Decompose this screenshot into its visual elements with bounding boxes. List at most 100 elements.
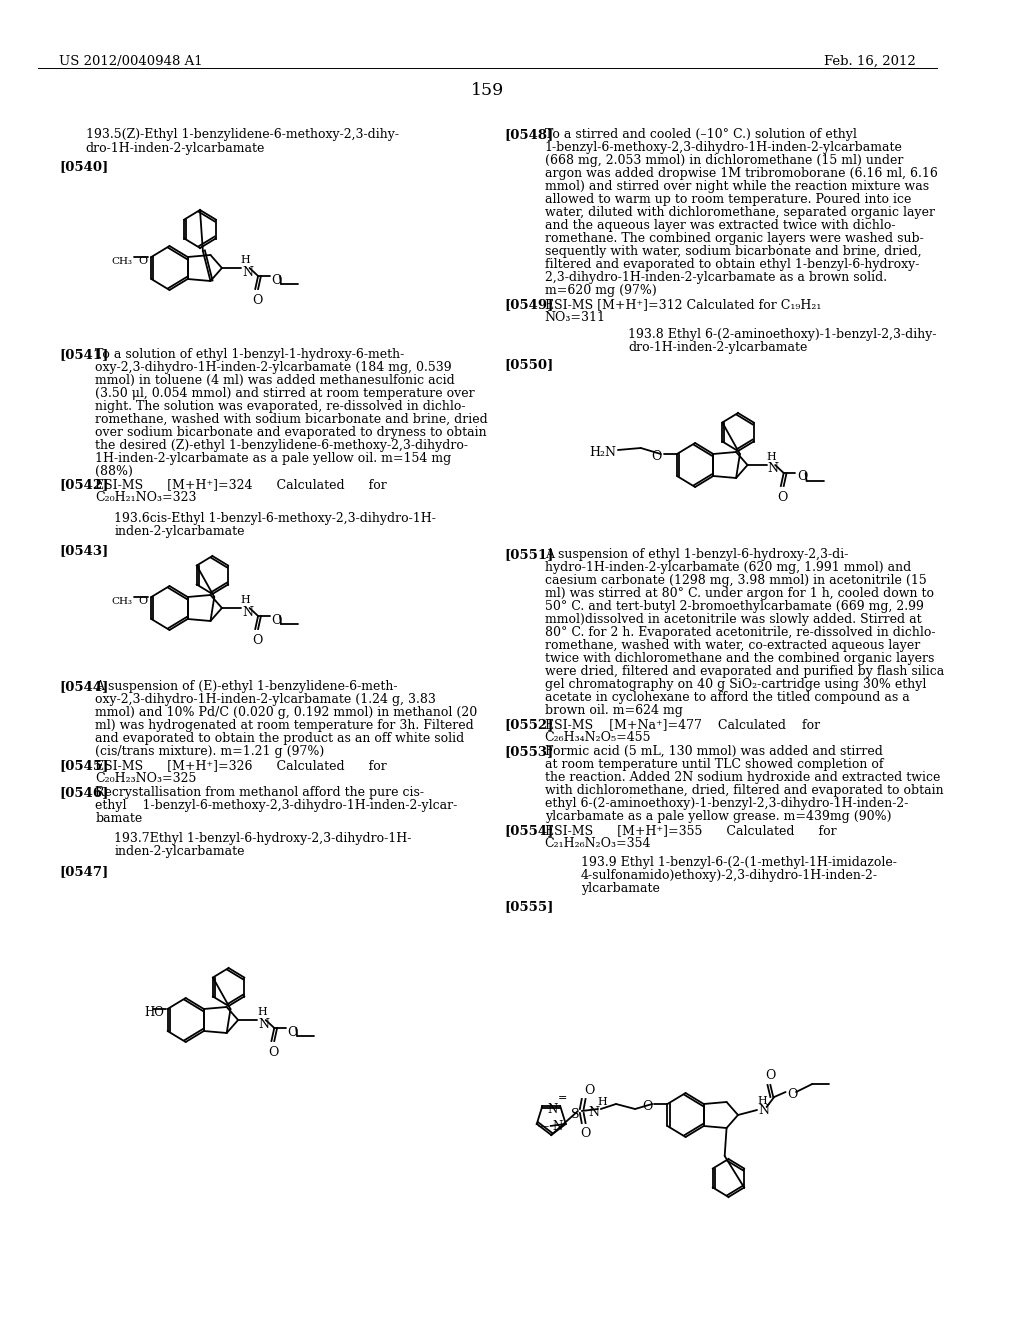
Text: 193.7Ethyl 1-benzyl-6-hydroxy-2,3-dihydro-1H-: 193.7Ethyl 1-benzyl-6-hydroxy-2,3-dihydr… — [115, 832, 412, 845]
Text: over sodium bicarbonate and evaporated to dryness to obtain: over sodium bicarbonate and evaporated t… — [95, 426, 486, 440]
Text: argon was added dropwise 1M tribromoborane (6.16 ml, 6.16: argon was added dropwise 1M tribromobora… — [545, 168, 938, 180]
Text: A suspension of (E)-ethyl 1-benzylidene-6-meth-: A suspension of (E)-ethyl 1-benzylidene-… — [95, 680, 397, 693]
Text: 2,3-dihydro-1H-inden-2-ylcarbamate as a brown solid.: 2,3-dihydro-1H-inden-2-ylcarbamate as a … — [545, 271, 887, 284]
Text: 159: 159 — [471, 82, 504, 99]
Text: [0548]: [0548] — [505, 128, 554, 141]
Text: Formic acid (5 mL, 130 mmol) was added and stirred: Formic acid (5 mL, 130 mmol) was added a… — [545, 744, 883, 758]
Text: mmol) and stirred over night while the reaction mixture was: mmol) and stirred over night while the r… — [545, 180, 929, 193]
Text: H: H — [257, 1007, 267, 1016]
Text: gel chromatography on 40 g SiO₂-cartridge using 30% ethyl: gel chromatography on 40 g SiO₂-cartridg… — [545, 678, 926, 690]
Text: H: H — [598, 1097, 607, 1107]
Text: filtered and evaporated to obtain ethyl 1-benzyl-6-hydroxy-: filtered and evaporated to obtain ethyl … — [545, 257, 919, 271]
Text: O: O — [271, 614, 282, 627]
Text: N: N — [242, 606, 253, 619]
Text: night. The solution was evaporated, re-dissolved in dichlo-: night. The solution was evaporated, re-d… — [95, 400, 466, 413]
Text: H: H — [757, 1096, 767, 1106]
Text: C₂₆H₃₄N₂O₅=455: C₂₆H₃₄N₂O₅=455 — [545, 731, 651, 744]
Text: the reaction. Added 2N sodium hydroxide and extracted twice: the reaction. Added 2N sodium hydroxide … — [545, 771, 940, 784]
Text: US 2012/0040948 A1: US 2012/0040948 A1 — [59, 55, 203, 69]
Text: inden-2-ylcarbamate: inden-2-ylcarbamate — [115, 845, 245, 858]
Text: mmol)dissolved in acetonitrile was slowly added. Stirred at: mmol)dissolved in acetonitrile was slowl… — [545, 612, 922, 626]
Text: m=620 mg (97%): m=620 mg (97%) — [545, 284, 656, 297]
Text: N: N — [242, 265, 253, 279]
Text: mmol) in toluene (4 ml) was added methanesulfonic acid: mmol) in toluene (4 ml) was added methan… — [95, 374, 455, 387]
Text: mmol) and 10% Pd/C (0.020 g, 0.192 mmol) in methanol (20: mmol) and 10% Pd/C (0.020 g, 0.192 mmol)… — [95, 706, 477, 719]
Text: romethane, washed with sodium bicarbonate and brine, dried: romethane, washed with sodium bicarbonat… — [95, 413, 488, 426]
Text: N: N — [768, 462, 778, 475]
Text: and evaporated to obtain the product as an off white solid: and evaporated to obtain the product as … — [95, 733, 465, 744]
Text: 193.8 Ethyl 6-(2-aminoethoxy)-1-benzyl-2,3-dihy-: 193.8 Ethyl 6-(2-aminoethoxy)-1-benzyl-2… — [629, 327, 937, 341]
Text: ml) was stirred at 80° C. under argon for 1 h, cooled down to: ml) was stirred at 80° C. under argon fo… — [545, 587, 934, 601]
Text: O: O — [268, 1045, 279, 1059]
Text: 1-benzyl-6-methoxy-2,3-dihydro-1H-inden-2-ylcarbamate: 1-benzyl-6-methoxy-2,3-dihydro-1H-inden-… — [545, 141, 902, 154]
Text: with dichloromethane, dried, filtered and evaporated to obtain: with dichloromethane, dried, filtered an… — [545, 784, 943, 797]
Text: caesium carbonate (1298 mg, 3.98 mmol) in acetonitrile (15: caesium carbonate (1298 mg, 3.98 mmol) i… — [545, 574, 927, 587]
Text: [0555]: [0555] — [505, 900, 554, 913]
Text: ethyl 6-(2-aminoethoxy)-1-benzyl-2,3-dihydro-1H-inden-2-: ethyl 6-(2-aminoethoxy)-1-benzyl-2,3-dih… — [545, 797, 908, 810]
Text: O: O — [271, 273, 282, 286]
Text: and the aqueous layer was extracted twice with dichlo-: and the aqueous layer was extracted twic… — [545, 219, 895, 232]
Text: To a stirred and cooled (–10° C.) solution of ethyl: To a stirred and cooled (–10° C.) soluti… — [545, 128, 856, 141]
Text: 4-sulfonamido)ethoxy)-2,3-dihydro-1H-inden-2-: 4-sulfonamido)ethoxy)-2,3-dihydro-1H-ind… — [581, 869, 878, 882]
Text: O: O — [642, 1101, 652, 1114]
Text: [0541]: [0541] — [59, 348, 109, 360]
Text: romethane. The combined organic layers were washed sub-: romethane. The combined organic layers w… — [545, 232, 924, 246]
Text: twice with dichloromethane and the combined organic layers: twice with dichloromethane and the combi… — [545, 652, 934, 665]
Text: O: O — [252, 634, 262, 647]
Text: NO₃=311: NO₃=311 — [545, 312, 605, 323]
Text: [0544]: [0544] — [59, 680, 109, 693]
Text: O: O — [651, 450, 662, 463]
Text: oxy-2,3-dihydro-1H-inden-2-ylcarbamate (184 mg, 0.539: oxy-2,3-dihydro-1H-inden-2-ylcarbamate (… — [95, 360, 452, 374]
Text: N: N — [758, 1105, 769, 1118]
Text: bamate: bamate — [95, 812, 142, 825]
Text: (668 mg, 2.053 mmol) in dichloromethane (15 ml) under: (668 mg, 2.053 mmol) in dichloromethane … — [545, 154, 903, 168]
Text: water, diluted with dichloromethane, separated organic layer: water, diluted with dichloromethane, sep… — [545, 206, 935, 219]
Text: ESI-MS      [M+H⁺]=324      Calculated      for: ESI-MS [M+H⁺]=324 Calculated for — [95, 478, 387, 491]
Text: [0545]: [0545] — [59, 759, 109, 772]
Text: (88%): (88%) — [95, 465, 133, 478]
Text: C₂₀H₂₁NO₃=323: C₂₀H₂₁NO₃=323 — [95, 491, 197, 504]
Text: allowed to warm up to room temperature. Poured into ice: allowed to warm up to room temperature. … — [545, 193, 911, 206]
Text: CH₃: CH₃ — [112, 256, 132, 265]
Text: at room temperature until TLC showed completion of: at room temperature until TLC showed com… — [545, 758, 883, 771]
Text: H₂N: H₂N — [589, 446, 616, 459]
Text: oxy-2,3-dihydro-1H-inden-2-ylcarbamate (1.24 g, 3.83: oxy-2,3-dihydro-1H-inden-2-ylcarbamate (… — [95, 693, 436, 706]
Text: —: — — [538, 1121, 549, 1131]
Text: inden-2-ylcarbamate: inden-2-ylcarbamate — [115, 525, 245, 539]
Text: 1H-inden-2-ylcarbamate as a pale yellow oil. m=154 mg: 1H-inden-2-ylcarbamate as a pale yellow … — [95, 451, 452, 465]
Text: ml) was hydrogenated at room temperature for 3h. Filtered: ml) was hydrogenated at room temperature… — [95, 719, 474, 733]
Text: [0550]: [0550] — [505, 358, 554, 371]
Text: To a solution of ethyl 1-benzyl-1-hydroxy-6-meth-: To a solution of ethyl 1-benzyl-1-hydrox… — [95, 348, 404, 360]
Text: O: O — [765, 1069, 775, 1082]
Text: acetate in cyclohexane to afford the titled compound as a: acetate in cyclohexane to afford the tit… — [545, 690, 909, 704]
Text: Recrystallisation from methanol afford the pure cis-: Recrystallisation from methanol afford t… — [95, 785, 424, 799]
Text: [0554]: [0554] — [505, 824, 554, 837]
Text: dro-1H-inden-2-ylcarbamate: dro-1H-inden-2-ylcarbamate — [86, 143, 265, 154]
Text: Feb. 16, 2012: Feb. 16, 2012 — [824, 55, 916, 69]
Text: 193.5(Z)-Ethyl 1-benzylidene-6-methoxy-2,3-dihy-: 193.5(Z)-Ethyl 1-benzylidene-6-methoxy-2… — [86, 128, 398, 141]
Text: O: O — [138, 256, 147, 267]
Text: H: H — [241, 595, 251, 605]
Text: 50° C. and tert-butyl 2-bromoethylcarbamate (669 mg, 2.99: 50° C. and tert-butyl 2-bromoethylcarbam… — [545, 601, 924, 612]
Text: ylcarbamate: ylcarbamate — [581, 882, 659, 895]
Text: [0542]: [0542] — [59, 478, 109, 491]
Text: romethane, washed with water, co-extracted aqueous layer: romethane, washed with water, co-extract… — [545, 639, 920, 652]
Text: O: O — [252, 294, 262, 308]
Text: brown oil. m=624 mg: brown oil. m=624 mg — [545, 704, 683, 717]
Text: H: H — [241, 255, 251, 265]
Text: ESI-MS    [M+Na⁺]=477    Calculated    for: ESI-MS [M+Na⁺]=477 Calculated for — [545, 718, 820, 731]
Text: the desired (Z)-ethyl 1-benzylidene-6-methoxy-2,3-dihydro-: the desired (Z)-ethyl 1-benzylidene-6-me… — [95, 440, 468, 451]
Text: ESI-MS [M+H⁺]=312 Calculated for C₁₉H₂₁: ESI-MS [M+H⁺]=312 Calculated for C₁₉H₂₁ — [545, 298, 821, 312]
Text: [0543]: [0543] — [59, 544, 109, 557]
Text: C₂₀H₂₃NO₃=325: C₂₀H₂₃NO₃=325 — [95, 772, 197, 785]
Text: 193.6cis-Ethyl 1-benzyl-6-methoxy-2,3-dihydro-1H-: 193.6cis-Ethyl 1-benzyl-6-methoxy-2,3-di… — [115, 512, 436, 525]
Text: N: N — [547, 1102, 557, 1115]
Text: N: N — [588, 1106, 599, 1118]
Text: hydro-1H-inden-2-ylcarbamate (620 mg, 1.991 mmol) and: hydro-1H-inden-2-ylcarbamate (620 mg, 1.… — [545, 561, 911, 574]
Text: H: H — [766, 451, 776, 462]
Text: [0546]: [0546] — [59, 785, 109, 799]
Text: ethyl    1-benzyl-6-methoxy-2,3-dihydro-1H-inden-2-ylcar-: ethyl 1-benzyl-6-methoxy-2,3-dihydro-1H-… — [95, 799, 458, 812]
Text: [0540]: [0540] — [59, 160, 109, 173]
Text: dro-1H-inden-2-ylcarbamate: dro-1H-inden-2-ylcarbamate — [629, 341, 808, 354]
Text: O: O — [787, 1089, 798, 1101]
